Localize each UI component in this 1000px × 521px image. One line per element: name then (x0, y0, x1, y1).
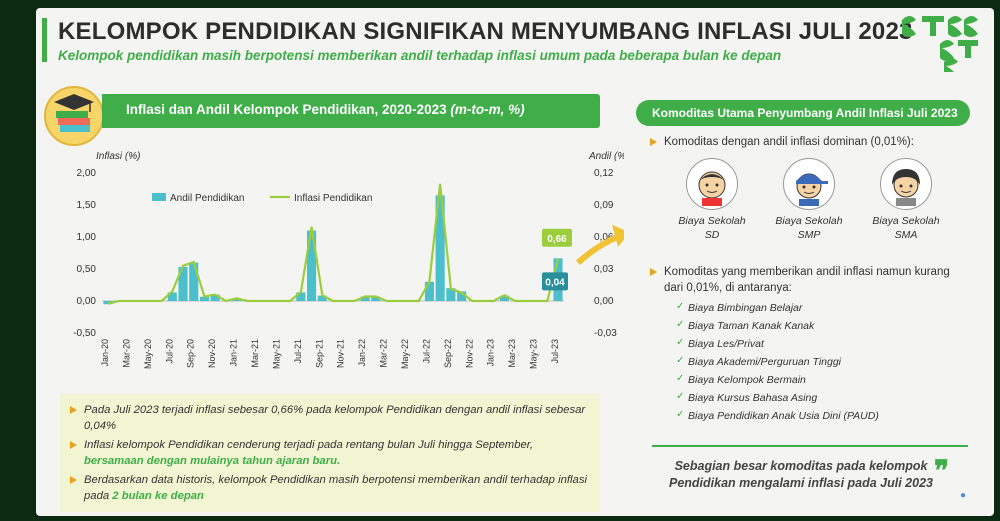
divider (652, 445, 968, 447)
bar-andil (210, 294, 220, 301)
list-item: Biaya Taman Kanak Kanak (676, 319, 879, 338)
bar-andil (167, 292, 177, 301)
bar-andil (307, 230, 317, 301)
y-left-tick: 2,00 (77, 168, 97, 179)
line-inflasi (107, 183, 560, 305)
x-tick-label: Sep-20 (186, 339, 196, 368)
list-item: Biaya Kursus Bahasa Asing (676, 391, 879, 410)
page-title: KELOMPOK PENDIDIKAN SIGNIFIKAN MENYUMBAN… (58, 18, 913, 45)
x-tick-label: Jan-23 (486, 339, 496, 367)
x-tick-label: Jan-20 (100, 339, 110, 367)
y-left-tick: 1,00 (77, 232, 97, 243)
y-left-tick: -0,50 (73, 328, 96, 339)
x-tick-label: May-21 (271, 339, 281, 369)
note-item: Pada Juli 2023 terjadi inflasi sebesar 0… (70, 402, 590, 434)
bar-andil (435, 195, 445, 301)
quote-mark-icon: ❞ (934, 454, 950, 487)
bar-andil (317, 295, 327, 301)
notes-box: Pada Juli 2023 terjadi inflasi sebesar 0… (60, 394, 600, 512)
callout-bar-value: 0,04 (545, 277, 565, 288)
note-item: Berdasarkan data historis, kelompok Pend… (70, 472, 590, 504)
x-tick-label: May-22 (400, 339, 410, 369)
commodity-banner: Komoditas Utama Penyumbang Andil Inflasi… (636, 100, 970, 126)
x-tick-label: Mar-22 (379, 339, 389, 368)
note-item: Inflasi kelompok Pendidikan cenderung te… (70, 437, 590, 469)
commodity-label-sd: Biaya Sekolah SD (678, 215, 746, 241)
legend-label-line: Inflasi Pendidikan (294, 193, 372, 204)
student-smp-icon (783, 158, 835, 210)
callout-line-value: 0,66 (547, 234, 567, 245)
bar-andil (232, 298, 242, 301)
callout-box-bar (542, 272, 568, 291)
x-tick-label: May-23 (529, 339, 539, 369)
y-right-tick: 0,06 (594, 232, 614, 243)
minor-commodity-list: Biaya Bimbingan Belajar Biaya Taman Kana… (676, 301, 879, 428)
list-item: Biaya Kelompok Bermain (676, 373, 879, 392)
y-right-tick: 0,03 (594, 264, 614, 275)
bar-andil (189, 262, 199, 301)
dominant-heading: Komoditas dengan andil inflasi dominan (… (650, 134, 964, 150)
bar-andil (457, 291, 467, 301)
commodity-label-smp: Biaya Sekolah SMP (775, 215, 843, 241)
x-tick-label: Jul-23 (550, 339, 560, 364)
y-left-axis-label: Inflasi (%) (96, 151, 140, 162)
bar-andil (178, 266, 188, 301)
y-left-tick: 0,50 (77, 264, 97, 275)
y-left-tick: 0,00 (77, 296, 97, 307)
watermark-icon: ● (960, 490, 967, 501)
student-sma-icon (880, 158, 932, 210)
page-subtitle: Kelompok pendidikan masih berpotensi mem… (58, 48, 782, 63)
y-right-axis-label: Andil (%) (588, 151, 624, 162)
x-tick-label: Mar-20 (121, 339, 131, 368)
books-graduation-icon (44, 86, 104, 146)
x-tick-label: Mar-23 (507, 339, 517, 368)
y-right-tick: -0,03 (594, 328, 617, 339)
x-tick-label: Jul-22 (421, 339, 431, 364)
list-item: Biaya Pendidikan Anak Usia Dini (PAUD) (676, 409, 879, 428)
trend-arrow-icon (575, 233, 620, 265)
y-right-tick: 0,00 (594, 296, 614, 307)
list-item: Biaya Akademi/Perguruan Tinggi (676, 355, 879, 374)
bar-andil (360, 296, 370, 301)
list-item: Biaya Les/Privat (676, 337, 879, 356)
commodity-label-sma: Biaya Sekolah SMA (872, 215, 940, 241)
student-sd-icon (686, 158, 738, 210)
bar-andil (424, 281, 434, 301)
title-accent (42, 18, 47, 62)
bar-andil (296, 292, 306, 301)
list-item: Biaya Bimbingan Belajar (676, 301, 879, 320)
bar-andil (371, 296, 381, 301)
y-right-tick: 0,12 (594, 168, 614, 179)
x-tick-label: Nov-21 (336, 339, 346, 368)
y-left-tick: 1,50 (77, 200, 97, 211)
x-tick-label: Nov-22 (464, 339, 474, 368)
bar-andil (199, 296, 209, 301)
inflation-chart: Inflasi (%) Andil (%) 2,00 1,50 1,00 0,50 0,00… (73, 151, 624, 369)
callout-box-line (542, 228, 572, 247)
chart-title-banner: Inflasi dan Andil Kelompok Pendidikan, 2… (102, 94, 600, 128)
x-tick-label: Mar-21 (250, 339, 260, 368)
minor-heading: Komoditas yang memberikan andil inflasi … (650, 264, 954, 296)
bar-andil (499, 295, 509, 301)
x-tick-label: May-20 (143, 339, 153, 369)
bps-logo (902, 16, 978, 72)
slide: KELOMPOK PENDIDIKAN SIGNIFIKAN MENYUMBAN… (36, 8, 994, 516)
x-tick-label: Jan-22 (357, 339, 367, 367)
x-tick-label: Jul-21 (293, 339, 303, 364)
x-tick-label: Jan-21 (229, 339, 239, 367)
x-tick-label: Sep-21 (314, 339, 324, 368)
summary-quote: Sebagian besar komoditas pada kelompok P… (669, 459, 933, 490)
x-tick-label: Sep-22 (443, 339, 453, 368)
legend-swatch-bar (152, 193, 166, 201)
y-right-tick: 0,09 (594, 200, 614, 211)
legend-label-bar: Andil Pendidikan (170, 193, 245, 204)
x-tick-label: Jul-20 (164, 339, 174, 364)
trend-arrow-head-icon (612, 224, 624, 247)
bar-andil (446, 288, 456, 301)
x-tick-label: Nov-20 (207, 339, 217, 368)
